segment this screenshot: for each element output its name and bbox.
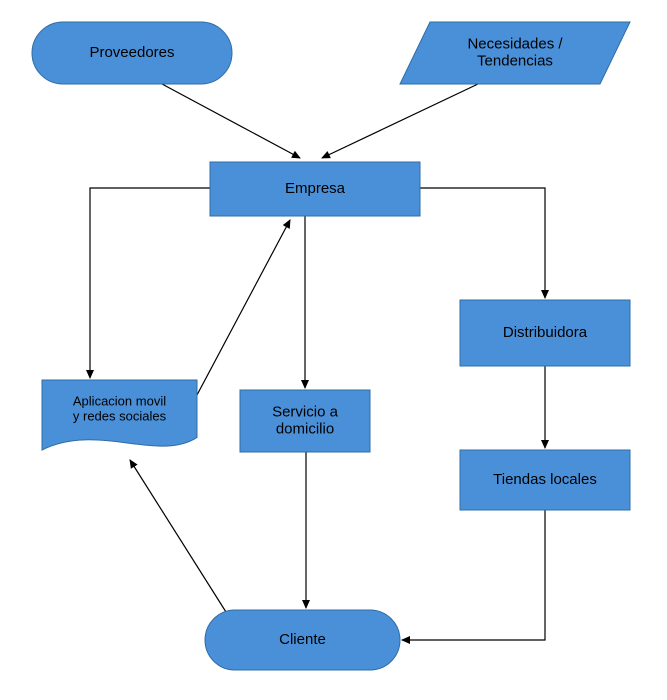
node-empresa: Empresa — [210, 162, 420, 216]
node-label: y redes sociales — [73, 408, 167, 423]
node-label: Servicio a — [272, 403, 339, 420]
node-label: Proveedores — [89, 44, 174, 61]
node-aplicacion: Aplicacion movily redes sociales — [42, 380, 197, 450]
node-tiendas: Tiendas locales — [460, 450, 630, 510]
node-label: domicilio — [276, 421, 334, 438]
edge-7 — [402, 510, 545, 640]
edge-5 — [197, 220, 290, 395]
node-label: Distribuidora — [503, 324, 588, 341]
node-label: Tiendas locales — [493, 471, 597, 488]
node-necesidades: Necesidades /Tendencias — [400, 22, 630, 84]
edge-2 — [90, 188, 210, 378]
node-distribuidora: Distribuidora — [460, 300, 630, 366]
node-servicio: Servicio adomicilio — [240, 390, 370, 452]
edge-3 — [420, 188, 545, 298]
edge-1 — [322, 84, 478, 158]
node-label: Cliente — [279, 631, 326, 648]
node-label: Empresa — [285, 180, 346, 197]
node-proveedores: Proveedores — [32, 22, 232, 84]
flowchart-diagram: Proveedores Necesidades /Tendencias Empres… — [0, 0, 667, 700]
node-label: Tendencias — [477, 53, 553, 70]
node-label: Aplicacion movil — [73, 393, 166, 408]
edge-9 — [130, 460, 226, 612]
node-cliente: Cliente — [205, 610, 400, 670]
node-label: Necesidades / — [467, 35, 563, 52]
edge-0 — [162, 84, 300, 158]
